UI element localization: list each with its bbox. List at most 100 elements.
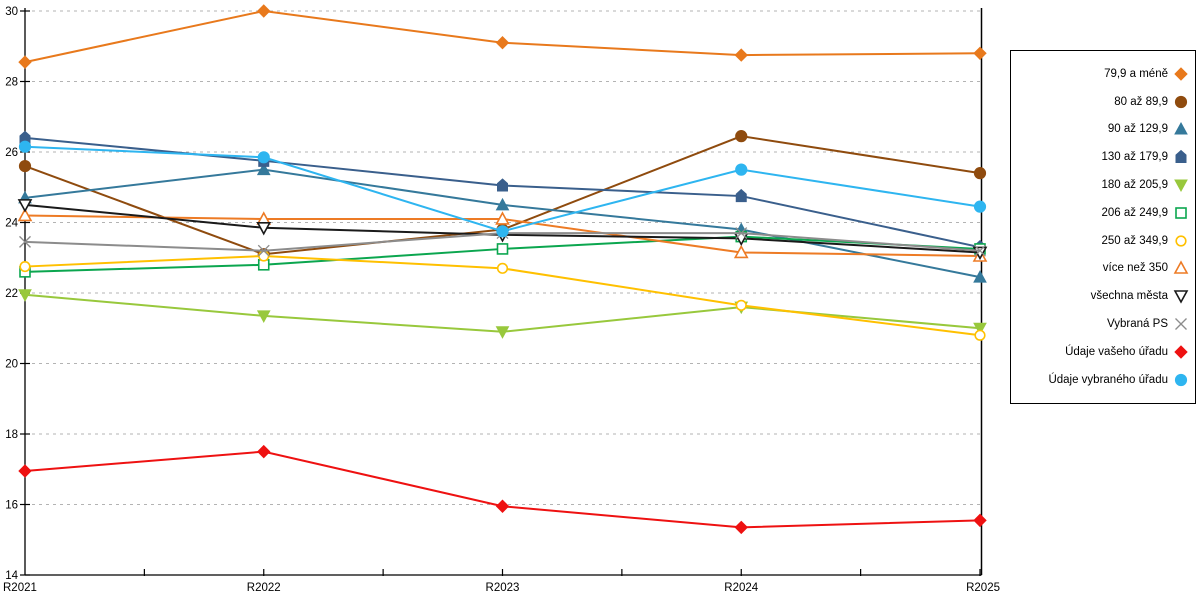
- diamond-icon: [973, 513, 987, 528]
- triangle-down-icon: [1174, 179, 1188, 193]
- chart-legend: 79,9 a méně 80 až 89,9 90 až 129,9 130 až 1…: [1010, 50, 1196, 404]
- legend-label: 130 až 179,9: [1101, 151, 1168, 164]
- pentagon-icon: [497, 178, 508, 192]
- diamond-icon: [257, 444, 271, 459]
- triangle-up-icon: [1173, 260, 1189, 275]
- series-11: [18, 140, 987, 238]
- diamond-icon: [18, 55, 32, 69]
- legend-item-1: 80 až 89,9: [1015, 88, 1189, 116]
- y-tick-label: 18: [5, 429, 18, 441]
- circle-icon: [257, 151, 270, 164]
- diamond-icon: [495, 36, 510, 50]
- legend-label: 80 až 89,9: [1114, 95, 1168, 108]
- diamond-icon: [734, 520, 748, 535]
- diamond-icon: [1174, 67, 1188, 81]
- y-tick-label: 28: [5, 77, 18, 89]
- legend-label: více než 350: [1102, 262, 1168, 275]
- diamond-icon: [495, 499, 510, 513]
- circle-icon: [735, 299, 747, 311]
- triangle-down-icon: [18, 289, 32, 302]
- circle-icon: [973, 167, 987, 180]
- x-tick-label: R2022: [247, 582, 281, 594]
- legend-item-8: všechna města: [1015, 282, 1189, 310]
- square-icon: [1175, 207, 1187, 219]
- triangle-up-icon: [733, 244, 749, 259]
- legend-label: všechna města: [1090, 290, 1168, 303]
- x-icon: [1175, 318, 1187, 331]
- triangle-down-icon: [495, 326, 510, 339]
- circle-icon: [496, 262, 509, 274]
- triangle-down-icon: [17, 199, 33, 213]
- pentagon-icon: [735, 188, 747, 203]
- circle-icon: [1175, 235, 1187, 247]
- triangle-up-icon: [1173, 260, 1189, 275]
- legend-label: 79,9 a méně: [1104, 67, 1168, 80]
- legend-item-9: Vybraná PS: [1015, 310, 1189, 338]
- triangle-up-icon: [1174, 122, 1188, 135]
- series-0: [18, 4, 987, 69]
- y-tick-label: 16: [5, 500, 18, 512]
- triangle-up-icon: [495, 211, 510, 225]
- diamond-icon: [973, 46, 987, 61]
- circle-icon: [974, 329, 986, 341]
- circle-icon: [735, 163, 748, 176]
- triangle-down-icon: [1173, 290, 1189, 304]
- circle-icon: [1174, 95, 1188, 108]
- diamond-icon: [1174, 345, 1188, 359]
- y-tick-label: 30: [5, 6, 18, 18]
- triangle-down-icon: [256, 310, 271, 323]
- legend-item-6: 250 až 349,9: [1015, 227, 1189, 255]
- circle-icon: [973, 200, 987, 213]
- circle-icon: [18, 140, 32, 153]
- y-tick-label: 14: [5, 570, 18, 582]
- circle-icon: [258, 250, 270, 262]
- series-line: [24, 293, 981, 333]
- x-icon: [735, 227, 748, 240]
- x-icon: [974, 244, 986, 257]
- triangle-up-icon: [17, 207, 33, 222]
- circle-icon: [1174, 95, 1188, 108]
- diamond-icon: [1174, 67, 1188, 81]
- circle-icon: [18, 160, 32, 173]
- legend-item-10: Údaje vašeho úřadu: [1015, 338, 1189, 366]
- legend-item-5: 206 až 249,9: [1015, 199, 1189, 227]
- legend-item-11: Údaje vybraného úřadu: [1015, 366, 1189, 394]
- circle-icon: [19, 260, 31, 273]
- legend-item-2: 90 až 129,9: [1015, 116, 1189, 144]
- legend-item-0: 79,9 a méně: [1015, 60, 1189, 88]
- diamond-icon: [1174, 345, 1188, 359]
- legend-item-3: 130 až 179,9: [1015, 143, 1189, 171]
- y-tick-label: 20: [5, 359, 18, 371]
- y-tick-label: 22: [5, 288, 18, 300]
- circle-icon: [496, 225, 509, 238]
- legend-label: 180 až 205,9: [1101, 179, 1168, 192]
- legend-label: Údaje vašeho úřadu: [1065, 345, 1168, 358]
- x-tick-label: R2025: [966, 582, 1000, 594]
- triangle-up-icon: [495, 197, 510, 211]
- legend-label: 90 až 129,9: [1107, 123, 1168, 136]
- circle-icon: [1175, 235, 1187, 247]
- circle-icon: [1174, 373, 1188, 386]
- legend-item-7: více než 350: [1015, 255, 1189, 283]
- triangle-down-icon: [1174, 179, 1188, 193]
- x-icon: [257, 244, 270, 257]
- legend-item-4: 180 až 205,9: [1015, 171, 1189, 199]
- triangle-down-icon: [973, 322, 987, 336]
- diamond-icon: [257, 4, 271, 18]
- series-7: [17, 207, 988, 262]
- legend-label: 206 až 249,9: [1101, 206, 1168, 219]
- x-icon: [19, 235, 31, 248]
- pentagon-icon: [1175, 150, 1187, 164]
- triangle-up-icon: [1174, 122, 1188, 135]
- x-icon: [1175, 318, 1187, 331]
- square-icon: [1175, 207, 1187, 219]
- square-icon: [496, 243, 509, 255]
- series-line: [24, 450, 981, 529]
- legend-label: 250 až 349,9: [1101, 234, 1168, 247]
- x-tick-label: R2021: [3, 582, 37, 594]
- y-tick-label: 24: [5, 218, 18, 230]
- pentagon-icon: [1175, 150, 1187, 164]
- triangle-up-icon: [973, 270, 987, 283]
